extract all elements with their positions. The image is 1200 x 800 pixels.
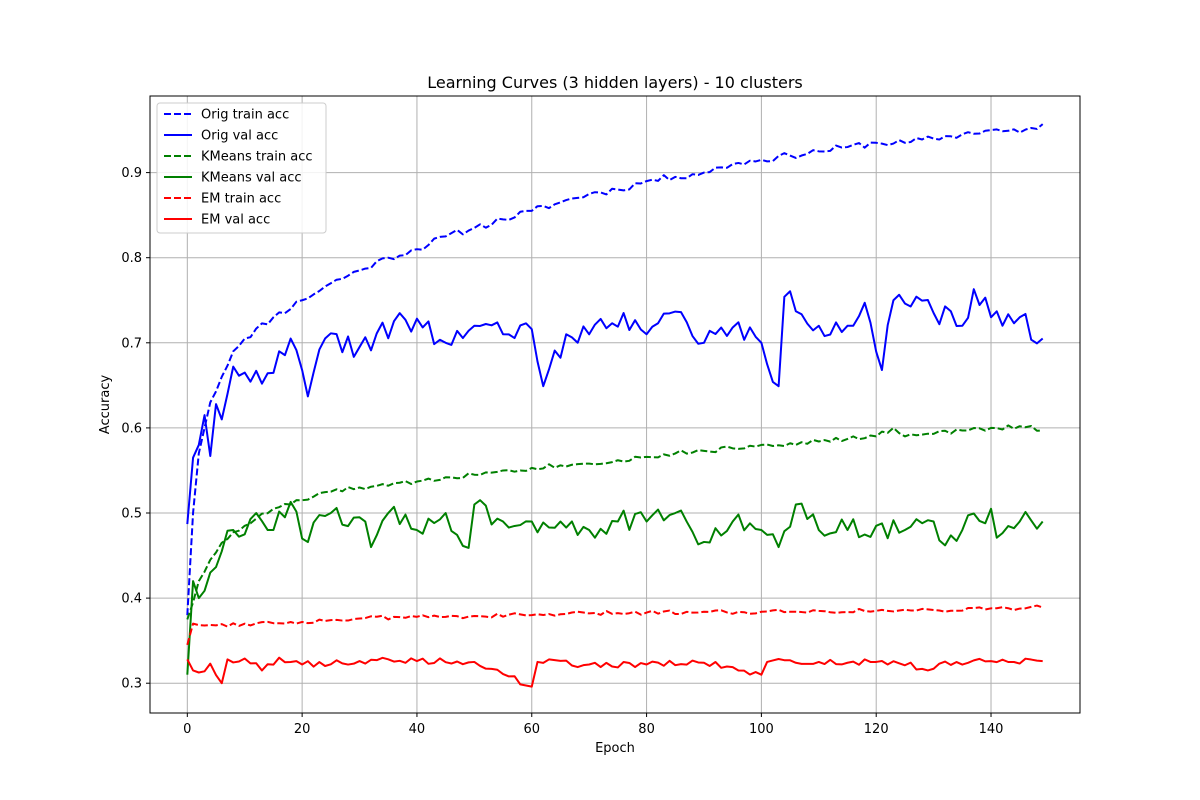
- y-axis-label: Accuracy: [98, 375, 113, 435]
- grid-lines: [150, 96, 1080, 713]
- legend-entry: KMeans train acc: [201, 150, 313, 165]
- series-line: [186, 604, 1044, 646]
- legend-entry: Orig train acc: [201, 108, 289, 123]
- legend: Orig train acc Orig val acc KMeans train a…: [156, 102, 327, 234]
- series-line: [186, 123, 1044, 616]
- x-tick-label: 0: [183, 722, 191, 737]
- y-tick-label: 0.3: [121, 677, 142, 692]
- x-tick-label: 80: [638, 722, 655, 737]
- series-line: [186, 499, 1044, 675]
- y-tick-label: 0.9: [121, 166, 142, 181]
- plot-area-frame: [149, 95, 1081, 714]
- series-line: [186, 424, 1043, 620]
- legend-frame: [156, 102, 327, 234]
- series-layer: [186, 123, 1044, 688]
- x-tick-label: 20: [294, 722, 311, 737]
- legend-entry: KMeans val acc: [201, 171, 302, 186]
- y-tick-label: 0.5: [121, 507, 142, 522]
- y-tick-label: 0.8: [121, 251, 142, 266]
- y-tick-label: 0.4: [121, 592, 142, 607]
- x-axis-label: Epoch: [595, 741, 635, 756]
- x-tick-label: 60: [523, 722, 540, 737]
- y-tick-label: 0.7: [121, 336, 142, 351]
- x-tick-label: 100: [749, 722, 774, 737]
- series-line: [186, 288, 1044, 525]
- y-axis-ticks: 0.3 0.4 0.5 0.6 0.7 0.8 0.9: [121, 166, 150, 692]
- legend-entry: EM train acc: [201, 192, 281, 207]
- x-tick-label: 120: [864, 722, 889, 737]
- x-tick-label: 140: [979, 722, 1004, 737]
- x-tick-label: 40: [409, 722, 426, 737]
- chart-title: Learning Curves (3 hidden layers) - 10 c…: [427, 73, 803, 92]
- y-tick-label: 0.6: [121, 421, 142, 436]
- series-line: [186, 656, 1043, 688]
- legend-entry: EM val acc: [201, 213, 270, 228]
- x-axis-ticks: 0 20 40 60 80 100 120 140: [183, 713, 1003, 737]
- legend-entry: Orig val acc: [201, 129, 278, 144]
